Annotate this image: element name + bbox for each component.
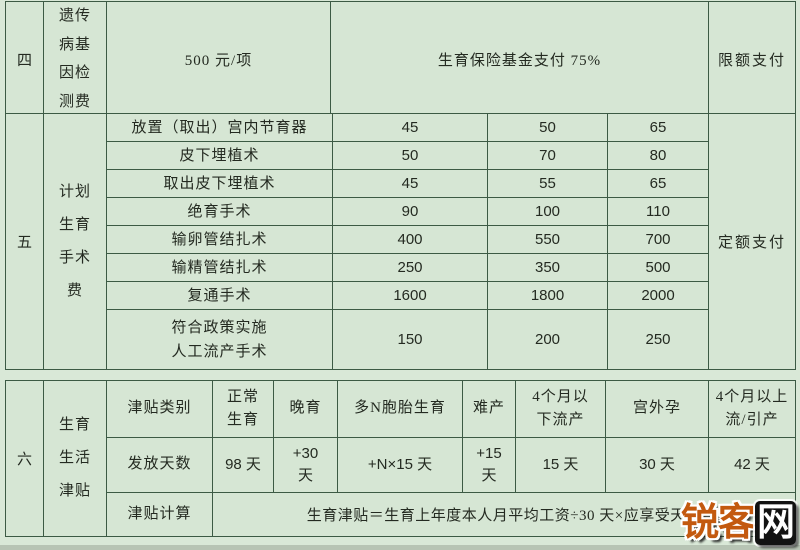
table-row: 津贴计算 生育津贴＝生育上年度本人月平均工资÷30 天×应享受天数 <box>6 492 796 537</box>
allowance-type-cell: 宫外孕 <box>605 380 709 438</box>
allowance-type-cell: 多N胞胎生育 <box>337 380 463 438</box>
procedure-name-cell: 放置（取出）宫内节育器 <box>106 113 333 142</box>
table-row: 符合政策实施 人工流产手术 150 200 250 <box>6 309 796 370</box>
watermark: 锐客网 <box>681 501 797 545</box>
table-row: 绝育手术 90 100 110 <box>6 197 796 226</box>
allowance-type-cell: 4个月以 下流产 <box>515 380 606 438</box>
procedure-name-cell: 符合政策实施 人工流产手术 <box>106 309 333 370</box>
amount-cell: 1600 <box>332 281 488 310</box>
days-cell: 98 天 <box>212 437 274 493</box>
section-5-table: 五 计划 生育 手术 费 放置（取出）宫内节育器 45 50 65 定额支付 皮… <box>5 113 796 370</box>
amount-cell: 150 <box>332 309 488 370</box>
section-6-table: 六 生育 生活 津贴 津贴类别 正常 生育 晚育 多N胞胎生育 难产 4个月以 … <box>5 380 796 537</box>
procedure-name-cell: 输精管结扎术 <box>106 253 333 282</box>
row-index-cell: 四 <box>5 1 44 117</box>
table-row: 输精管结扎术 250 350 500 <box>6 253 796 282</box>
days-cell: +N×15 天 <box>337 437 463 493</box>
pay-type-cell: 定额支付 <box>708 113 796 370</box>
row-index-cell: 六 <box>5 380 44 537</box>
table-row: 六 生育 生活 津贴 津贴类别 正常 生育 晚育 多N胞胎生育 难产 4个月以 … <box>5 380 796 537</box>
amount-cell: 45 <box>332 113 488 142</box>
amount-cell: 80 <box>607 141 709 170</box>
amount-cell: 90 <box>332 197 488 226</box>
allowance-type-label-cell: 津贴类别 <box>106 380 213 438</box>
watermark-text-net: 网 <box>755 501 797 545</box>
amount-cell: 55 <box>487 169 608 198</box>
amount-cell: 50 <box>487 113 608 142</box>
payment-cell: 生育保险基金支付 75% <box>330 1 709 117</box>
amount-cell: 110 <box>607 197 709 226</box>
days-cell: 30 天 <box>605 437 709 493</box>
row-index-cell: 五 <box>5 113 44 370</box>
table-row: 皮下埋植术 50 70 80 <box>6 141 796 170</box>
pay-type-cell: 限额支付 <box>708 1 796 117</box>
allowance-type-cell: 晚育 <box>273 380 338 438</box>
procedure-name-cell: 输卵管结扎术 <box>106 225 333 254</box>
table-row: 四 遗传 病基 因检 测费 500 元/项 生育保险基金支付 75% 限额支付 <box>5 1 796 117</box>
amount-cell: 70 <box>487 141 608 170</box>
watermark-text-orange: 锐客 <box>681 502 756 544</box>
table-row: 取出皮下埋植术 45 55 65 <box>6 169 796 198</box>
amount-cell: 65 <box>607 169 709 198</box>
amount-cell: 250 <box>607 309 709 370</box>
table-row: 输卵管结扎术 400 550 700 <box>6 225 796 254</box>
days-cell: +15 天 <box>462 437 516 493</box>
amount-cell: 1800 <box>487 281 608 310</box>
section-4-table: 四 遗传 病基 因检 测费 500 元/项 生育保险基金支付 75% 限额支付 <box>5 1 796 117</box>
table-row: 复通手术 1600 1800 2000 <box>6 281 796 310</box>
calc-label-cell: 津贴计算 <box>106 492 213 537</box>
days-label-cell: 发放天数 <box>106 437 213 493</box>
procedure-name-cell: 绝育手术 <box>106 197 333 226</box>
amount-cell: 50 <box>332 141 488 170</box>
amount-cell: 65 <box>607 113 709 142</box>
table-row: 发放天数 98 天 +30 天 +N×15 天 +15 天 15 天 30 天 … <box>6 437 796 493</box>
procedure-name-cell: 取出皮下埋植术 <box>106 169 333 198</box>
amount-cell: 250 <box>332 253 488 282</box>
amount-cell: 700 <box>607 225 709 254</box>
calc-formula-cell: 生育津贴＝生育上年度本人月平均工资÷30 天×应享受天数 <box>212 492 796 537</box>
category-cell: 计划 生育 手术 费 <box>43 113 107 370</box>
image-bottom-edge <box>0 545 800 550</box>
amount-cell: 200 <box>487 309 608 370</box>
amount-cell: 350 <box>487 253 608 282</box>
amount-cell: 500 <box>607 253 709 282</box>
category-cell: 遗传 病基 因检 测费 <box>43 1 107 117</box>
fee-cell: 500 元/项 <box>106 1 331 117</box>
procedure-name-cell: 皮下埋植术 <box>106 141 333 170</box>
days-cell: 15 天 <box>515 437 606 493</box>
days-cell: +30 天 <box>273 437 338 493</box>
amount-cell: 2000 <box>607 281 709 310</box>
amount-cell: 45 <box>332 169 488 198</box>
table-row: 五 计划 生育 手术 费 放置（取出）宫内节育器 45 50 65 定额支付 <box>5 113 796 370</box>
procedure-name-cell: 复通手术 <box>106 281 333 310</box>
allowance-type-cell: 正常 生育 <box>212 380 274 438</box>
amount-cell: 550 <box>487 225 608 254</box>
amount-cell: 100 <box>487 197 608 226</box>
category-cell: 生育 生活 津贴 <box>43 380 107 537</box>
amount-cell: 400 <box>332 225 488 254</box>
allowance-type-cell: 4个月以上 流/引产 <box>708 380 796 438</box>
days-cell: 42 天 <box>708 437 796 493</box>
allowance-type-cell: 难产 <box>462 380 516 438</box>
